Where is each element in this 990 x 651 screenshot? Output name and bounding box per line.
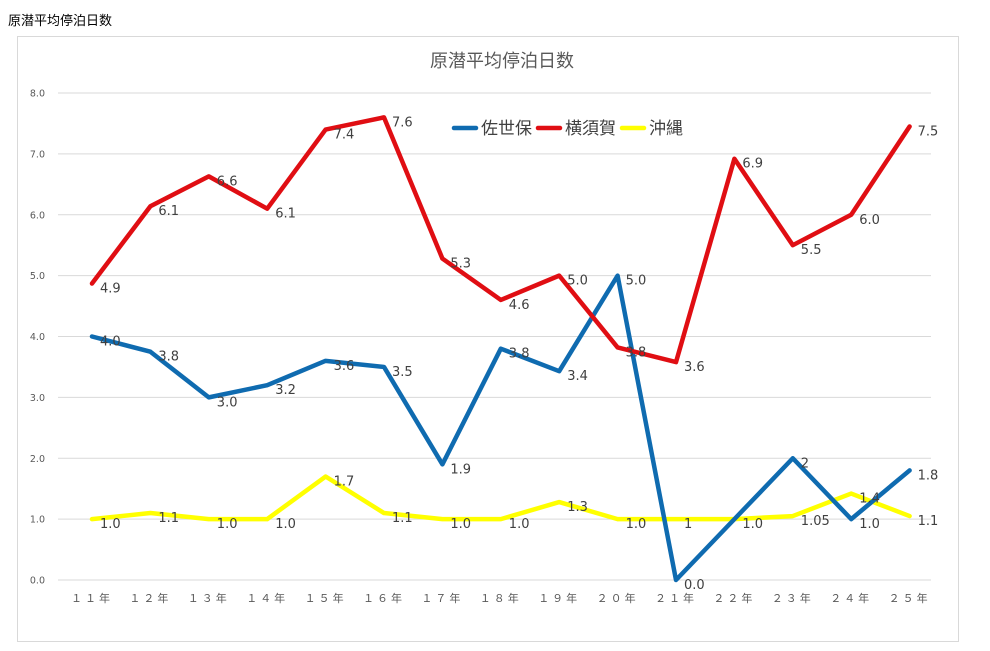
data-label: 1.4 [859,492,880,507]
data-label: 4.6 [509,298,530,313]
legend-entry: 佐世保 [481,119,532,139]
x-tick-label: １５年 [305,591,347,605]
data-label: 3.8 [626,345,647,360]
x-tick-label: １６年 [363,591,405,605]
data-label: 1.0 [217,517,238,532]
data-label: 1.0 [626,517,647,532]
data-label: 5.5 [801,243,822,258]
series-lines [89,115,912,583]
series-line-横須賀 [89,115,912,365]
data-label: 5.0 [567,274,588,289]
data-label: 1.3 [567,500,588,515]
data-label: 7.5 [918,124,939,139]
x-tick-label: １９年 [538,591,580,605]
data-label: 7.6 [392,115,413,130]
data-label: 5.3 [450,257,471,272]
data-label: 5.0 [626,274,647,289]
data-label: 1 [684,517,692,532]
y-tick-label: 4.0 [30,332,45,343]
x-axis-ticks: １１年 １２年 １３年 １４年 １５年 １６年 １７年 １８年 １９年 ２０年 ２１年 ２２年 ２３年 ２… [71,591,931,605]
y-axis-ticks: 0.0 1.0 2.0 3.0 4.0 5.0 6.0 7.0 8.0 [30,89,45,587]
data-label: 0.0 [684,578,705,593]
y-tick-label: 2.0 [30,454,45,465]
y-tick-label: 1.0 [30,515,45,526]
legend-entry: 横須賀 [565,119,616,139]
data-label: 3.4 [567,369,588,384]
data-label: 1.05 [801,514,830,529]
data-label: 1.7 [334,475,355,490]
data-label: 1.1 [158,511,179,526]
x-tick-label: １４年 [246,591,288,605]
data-label: 3.6 [684,360,705,375]
data-label: 1.0 [100,517,121,532]
data-label: 2 [801,456,809,471]
data-label: 6.1 [158,204,179,219]
data-label: 3.6 [334,359,355,374]
chart-title: 原潜平均停泊日数 [430,51,574,72]
data-label: 4.9 [100,282,121,297]
data-label: 1.0 [275,517,296,532]
data-label: 1.8 [918,468,939,483]
data-label: 6.0 [859,213,880,228]
x-tick-label: ２１年 [655,591,697,605]
data-label: 3.0 [217,395,238,410]
data-label: 1.9 [450,462,471,477]
x-tick-label: １３年 [188,591,230,605]
y-tick-label: 7.0 [30,149,45,160]
gridlines [58,92,931,581]
y-tick-label: 8.0 [30,89,45,100]
x-tick-label: ２４年 [830,591,872,605]
x-tick-label: １７年 [421,591,463,605]
x-tick-label: ２２年 [713,591,755,605]
series-line-佐世保 [89,273,912,583]
chart-frame: 0.0 1.0 2.0 3.0 4.0 5.0 6.0 7.0 8.0 １１年 １２年 １３年 １４年… [17,36,959,642]
page-heading: 原潜平均停泊日数 [8,14,113,29]
y-tick-label: 6.0 [30,210,45,221]
data-label: 1.1 [392,511,413,526]
data-label: 1.0 [742,517,763,532]
data-label: 3.2 [275,383,296,398]
x-tick-label: ２５年 [889,591,931,605]
data-label: 3.8 [158,350,179,365]
x-tick-label: １８年 [480,591,522,605]
x-tick-label: １２年 [129,591,171,605]
data-label: 7.4 [334,128,355,143]
y-tick-label: 3.0 [30,393,45,404]
data-label: 3.5 [392,365,413,380]
y-tick-label: 5.0 [30,271,45,282]
data-label: 3.8 [509,347,530,362]
data-label: 1.0 [859,517,880,532]
legend-entry: 沖縄 [649,119,683,139]
data-label: 1.0 [450,517,471,532]
data-labels: 4.0 3.8 3.0 3.2 3.6 3.5 1.9 3.8 3.4 5.0 0.0 2 1.0 1.8… [100,115,938,593]
x-tick-label: １１年 [71,591,113,605]
data-label: 4.0 [100,335,121,350]
legend: 佐世保 横須賀 沖縄 [451,119,683,139]
data-label: 6.1 [275,207,296,222]
series-line-沖縄 [89,474,912,522]
data-label: 6.9 [742,157,763,172]
line-chart: 0.0 1.0 2.0 3.0 4.0 5.0 6.0 7.0 8.0 １１年 １２年 １３年 １４年… [30,51,938,605]
data-label: 1.1 [918,514,939,529]
y-tick-label: 0.0 [30,576,45,587]
x-tick-label: ２３年 [772,591,814,605]
data-label: 6.6 [217,174,238,189]
x-tick-label: ２０年 [597,591,639,605]
data-label: 1.0 [509,517,530,532]
